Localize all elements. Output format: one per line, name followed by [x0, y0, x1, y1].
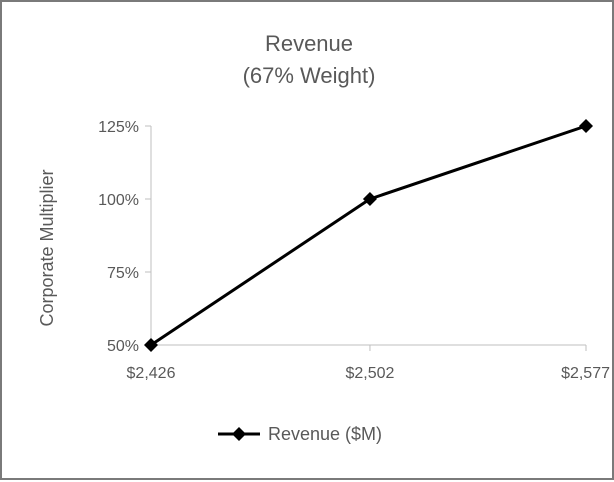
x-tick-label: $2,426 — [127, 365, 176, 382]
y-tick-label: 50% — [107, 338, 139, 355]
legend-entry-revenue: Revenue ($M) — [268, 424, 382, 444]
legend: Revenue ($M) — [218, 424, 382, 444]
x-tick-label: $2,502 — [345, 365, 394, 382]
axes: 50% 75% 100% 125% $2,426 $2,502 $2,577 — [98, 119, 610, 382]
chart-subtitle: (67% Weight) — [243, 63, 376, 88]
chart-title: Revenue — [265, 31, 353, 56]
data-point-marker — [362, 192, 377, 206]
data-point-marker — [144, 338, 158, 352]
y-tick-label: 125% — [98, 119, 139, 136]
x-tick-label: $2,577 — [561, 365, 610, 382]
y-tick-label: 100% — [98, 192, 139, 209]
y-axis-label: Corporate Multiplier — [37, 169, 57, 326]
y-tick-label: 75% — [107, 265, 139, 282]
series-line-revenue — [150, 124, 587, 347]
data-point-marker — [579, 119, 593, 133]
legend-diamond-marker — [232, 427, 246, 441]
series-layer — [144, 119, 593, 352]
